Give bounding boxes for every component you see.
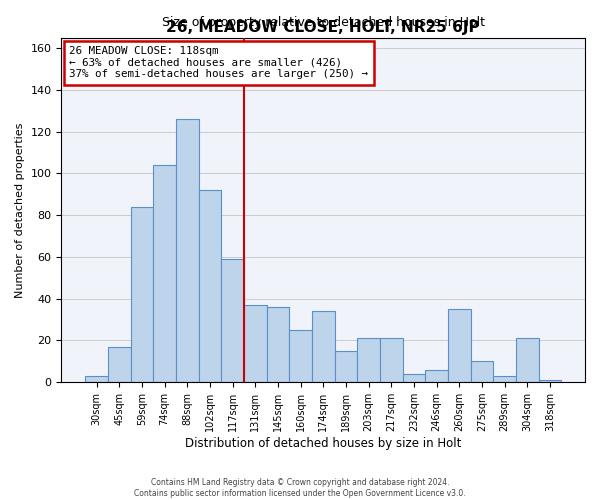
Bar: [539, 380, 561, 382]
Bar: [85, 376, 108, 382]
Bar: [403, 374, 425, 382]
X-axis label: Distribution of detached houses by size in Holt: Distribution of detached houses by size …: [185, 437, 461, 450]
Text: Contains HM Land Registry data © Crown copyright and database right 2024.
Contai: Contains HM Land Registry data © Crown c…: [134, 478, 466, 498]
Text: 26 MEADOW CLOSE: 118sqm
← 63% of detached houses are smaller (426)
37% of semi-d: 26 MEADOW CLOSE: 118sqm ← 63% of detache…: [69, 46, 368, 80]
Bar: [108, 346, 131, 382]
Bar: [244, 305, 266, 382]
Bar: [493, 376, 516, 382]
Bar: [335, 351, 357, 382]
Bar: [380, 338, 403, 382]
Bar: [289, 330, 312, 382]
Bar: [131, 207, 153, 382]
Y-axis label: Number of detached properties: Number of detached properties: [15, 122, 25, 298]
Bar: [470, 362, 493, 382]
Bar: [448, 309, 470, 382]
Bar: [176, 119, 199, 382]
Bar: [221, 259, 244, 382]
Bar: [199, 190, 221, 382]
Bar: [425, 370, 448, 382]
Bar: [357, 338, 380, 382]
Text: Size of property relative to detached houses in Holt: Size of property relative to detached ho…: [162, 16, 485, 29]
Title: 26, MEADOW CLOSE, HOLT, NR25 6JP: 26, MEADOW CLOSE, HOLT, NR25 6JP: [166, 20, 480, 35]
Bar: [266, 307, 289, 382]
Bar: [312, 311, 335, 382]
Bar: [516, 338, 539, 382]
Bar: [153, 165, 176, 382]
